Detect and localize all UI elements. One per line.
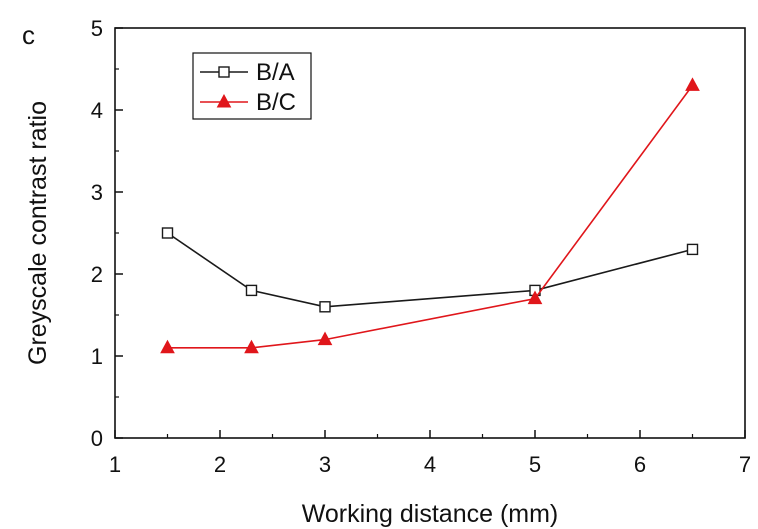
- data-point-b-a: [686, 243, 699, 256]
- x-tick-label: 5: [529, 452, 541, 477]
- series: [160, 77, 700, 354]
- data-point-b-c: [160, 339, 175, 354]
- y-tick-label: 2: [91, 262, 103, 287]
- x-tick-label: 7: [739, 452, 751, 477]
- data-point-b-c: [244, 339, 259, 354]
- legend-label-b-c: B/C: [256, 89, 296, 116]
- legend-box: [192, 52, 312, 120]
- y-tick-label: 5: [91, 16, 103, 41]
- x-tick-label: 6: [634, 452, 646, 477]
- legend: B/A B/C: [192, 52, 312, 120]
- x-tick-label: 3: [319, 452, 331, 477]
- panel-label: c: [22, 20, 35, 50]
- x-axis-label: Working distance (mm): [302, 500, 559, 528]
- y-tick-label: 4: [91, 98, 103, 123]
- series-line-b-c: [167, 84, 694, 349]
- y-axis-label: Greyscale contrast ratio: [24, 101, 52, 365]
- legend-marker-b-a: [218, 66, 230, 78]
- data-point-b-c: [685, 77, 700, 91]
- legend-marker-b-c: [216, 93, 232, 108]
- data-point-b-a: [161, 227, 174, 239]
- legend-label-b-a: B/A: [256, 59, 295, 86]
- x-tick-label: 1: [109, 452, 121, 477]
- y-tick-label: 3: [91, 180, 103, 205]
- data-point-b-c: [317, 331, 333, 346]
- data-point-b-a: [319, 301, 331, 313]
- data-point-b-c: [527, 290, 543, 305]
- y-tick-label: 1: [91, 344, 103, 369]
- x-tick-label: 2: [214, 452, 226, 477]
- data-point-b-a: [245, 284, 258, 297]
- x-tick-label: 4: [424, 452, 436, 477]
- y-tick-label: 0: [91, 426, 103, 451]
